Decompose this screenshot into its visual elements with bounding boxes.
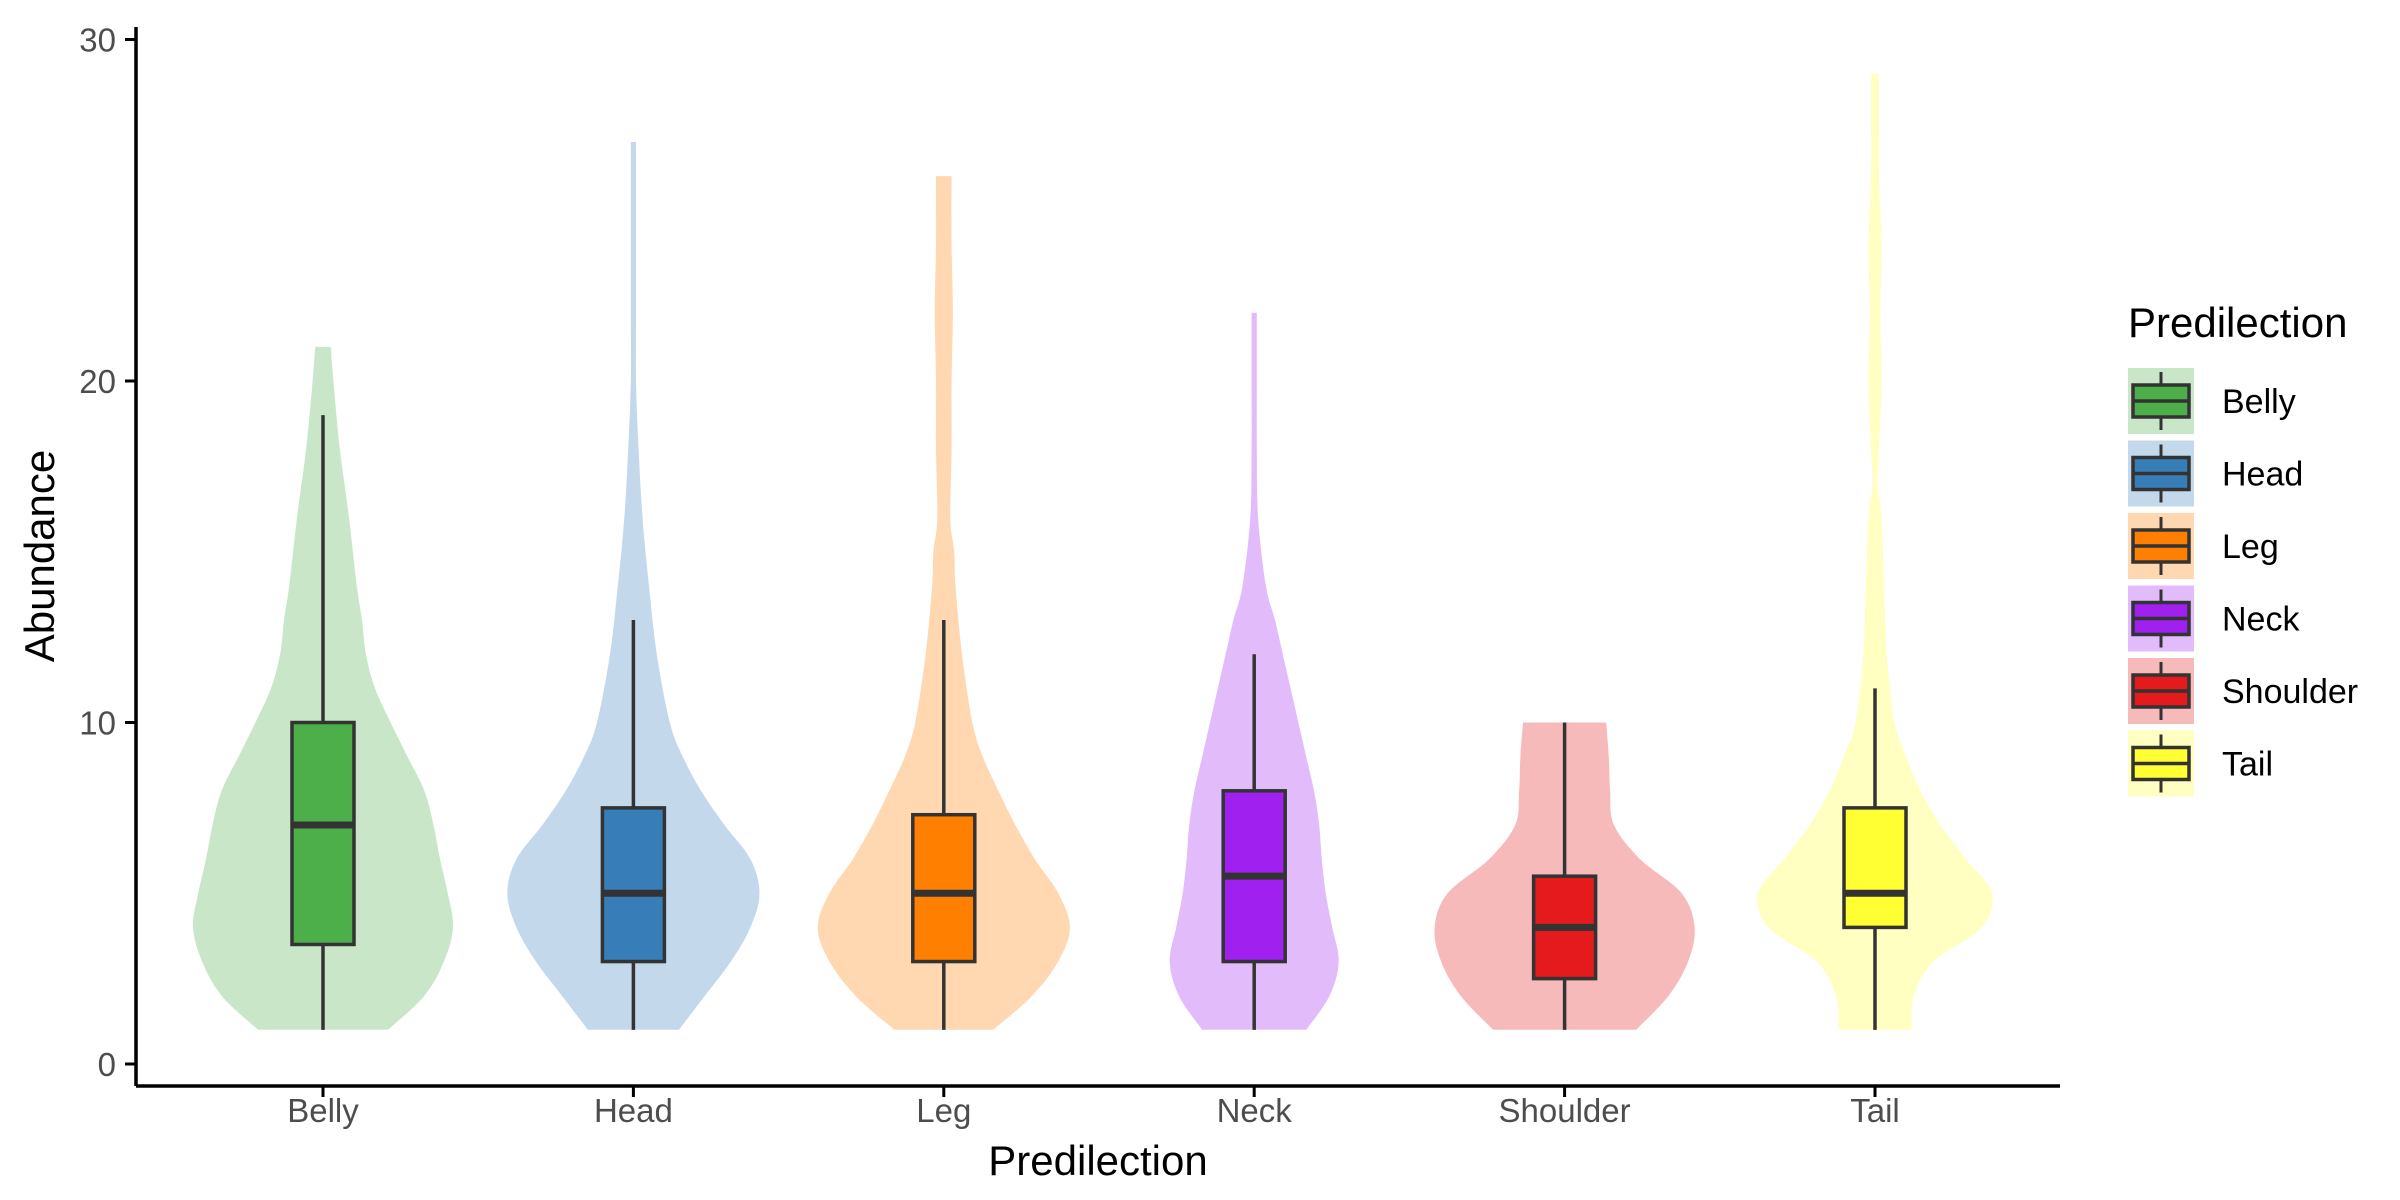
x-axis-title: Predilection bbox=[988, 1137, 1207, 1184]
x-tick-label: Tail bbox=[1850, 1092, 1900, 1129]
x-ticks: Belly Head Leg Neck Shoulder Tail bbox=[287, 1086, 1900, 1129]
box-leg bbox=[911, 812, 977, 964]
box-head bbox=[600, 806, 667, 964]
legend-item-neck: Neck bbox=[2128, 585, 2300, 652]
y-tick-label: 20 bbox=[79, 363, 116, 400]
y-tick-label: 30 bbox=[79, 22, 116, 59]
x-tick-label: Belly bbox=[287, 1092, 359, 1129]
violin-leg bbox=[817, 176, 1070, 1030]
y-ticks: 0 10 20 30 bbox=[79, 22, 136, 1083]
legend-title: Predilection bbox=[2128, 299, 2347, 346]
box-belly bbox=[290, 720, 356, 947]
violin-tail bbox=[1757, 73, 1993, 1030]
boxplots-layer bbox=[290, 415, 1908, 1030]
legend-label: Tail bbox=[2222, 746, 2273, 784]
legend: Predilection Belly Head Leg Neck Shoulder Tai… bbox=[2128, 299, 2358, 797]
y-tick-label: 0 bbox=[98, 1046, 116, 1083]
legend-label: Belly bbox=[2222, 383, 2296, 421]
x-tick-label: Leg bbox=[916, 1092, 971, 1129]
box-tail bbox=[1842, 806, 1908, 930]
legend-item-head: Head bbox=[2128, 440, 2303, 507]
axes-layer bbox=[134, 27, 2060, 1088]
legend-item-leg: Leg bbox=[2128, 513, 2279, 579]
legend-label: Neck bbox=[2222, 601, 2300, 639]
x-tick-label: Head bbox=[594, 1092, 673, 1129]
legend-item-shoulder: Shoulder bbox=[2128, 658, 2358, 724]
violin-head bbox=[507, 142, 760, 1030]
legend-label: Head bbox=[2222, 456, 2303, 494]
violins-layer bbox=[192, 73, 1993, 1030]
y-axis-title: Abundance bbox=[16, 450, 63, 663]
x-tick-label: Shoulder bbox=[1499, 1092, 1631, 1129]
legend-items: Belly Head Leg Neck Shoulder Tail bbox=[2128, 368, 2358, 797]
legend-label: Leg bbox=[2222, 528, 2279, 566]
legend-item-belly: Belly bbox=[2128, 368, 2296, 434]
y-tick-label: 10 bbox=[79, 705, 116, 742]
x-tick-label: Neck bbox=[1217, 1092, 1293, 1129]
legend-label: Shoulder bbox=[2222, 673, 2358, 711]
legend-item-tail: Tail bbox=[2128, 730, 2273, 797]
